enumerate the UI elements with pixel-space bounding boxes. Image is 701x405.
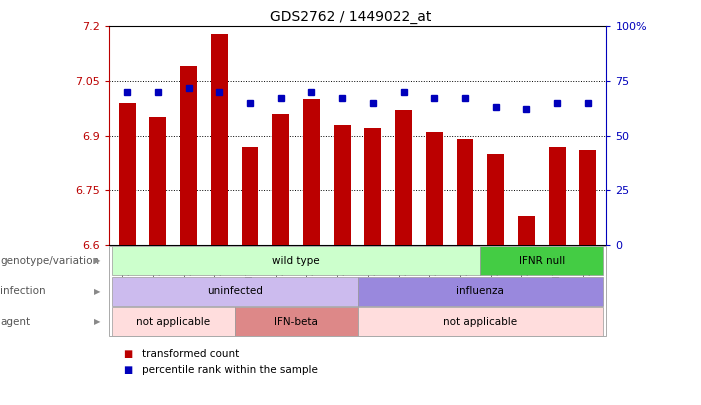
Bar: [242, 147, 259, 245]
Bar: [272, 114, 289, 245]
Text: influenza: influenza: [456, 286, 504, 296]
Bar: [149, 117, 166, 245]
Bar: [303, 99, 320, 245]
Text: uninfected: uninfected: [207, 286, 263, 296]
Text: IFNR null: IFNR null: [519, 256, 565, 266]
Text: percentile rank within the sample: percentile rank within the sample: [142, 365, 318, 375]
Bar: [180, 66, 197, 245]
Text: IFN-beta: IFN-beta: [274, 317, 318, 326]
Text: ▶: ▶: [94, 287, 100, 296]
Text: ■: ■: [123, 365, 132, 375]
Bar: [334, 125, 350, 245]
Text: wild type: wild type: [272, 256, 320, 266]
Bar: [549, 147, 566, 245]
Bar: [487, 154, 504, 245]
Bar: [580, 150, 597, 245]
Text: not applicable: not applicable: [443, 317, 517, 326]
Bar: [426, 132, 443, 245]
Text: GDS2762 / 1449022_at: GDS2762 / 1449022_at: [270, 10, 431, 24]
Text: not applicable: not applicable: [136, 317, 210, 326]
Text: infection: infection: [0, 286, 46, 296]
Bar: [456, 139, 473, 245]
Bar: [118, 103, 135, 245]
Text: ■: ■: [123, 350, 132, 359]
Text: ▶: ▶: [94, 256, 100, 265]
Text: ▶: ▶: [94, 317, 100, 326]
Bar: [211, 34, 228, 245]
Bar: [518, 216, 535, 245]
Bar: [395, 110, 412, 245]
Text: genotype/variation: genotype/variation: [0, 256, 99, 266]
Text: transformed count: transformed count: [142, 350, 240, 359]
Bar: [365, 128, 381, 245]
Text: agent: agent: [0, 317, 30, 326]
